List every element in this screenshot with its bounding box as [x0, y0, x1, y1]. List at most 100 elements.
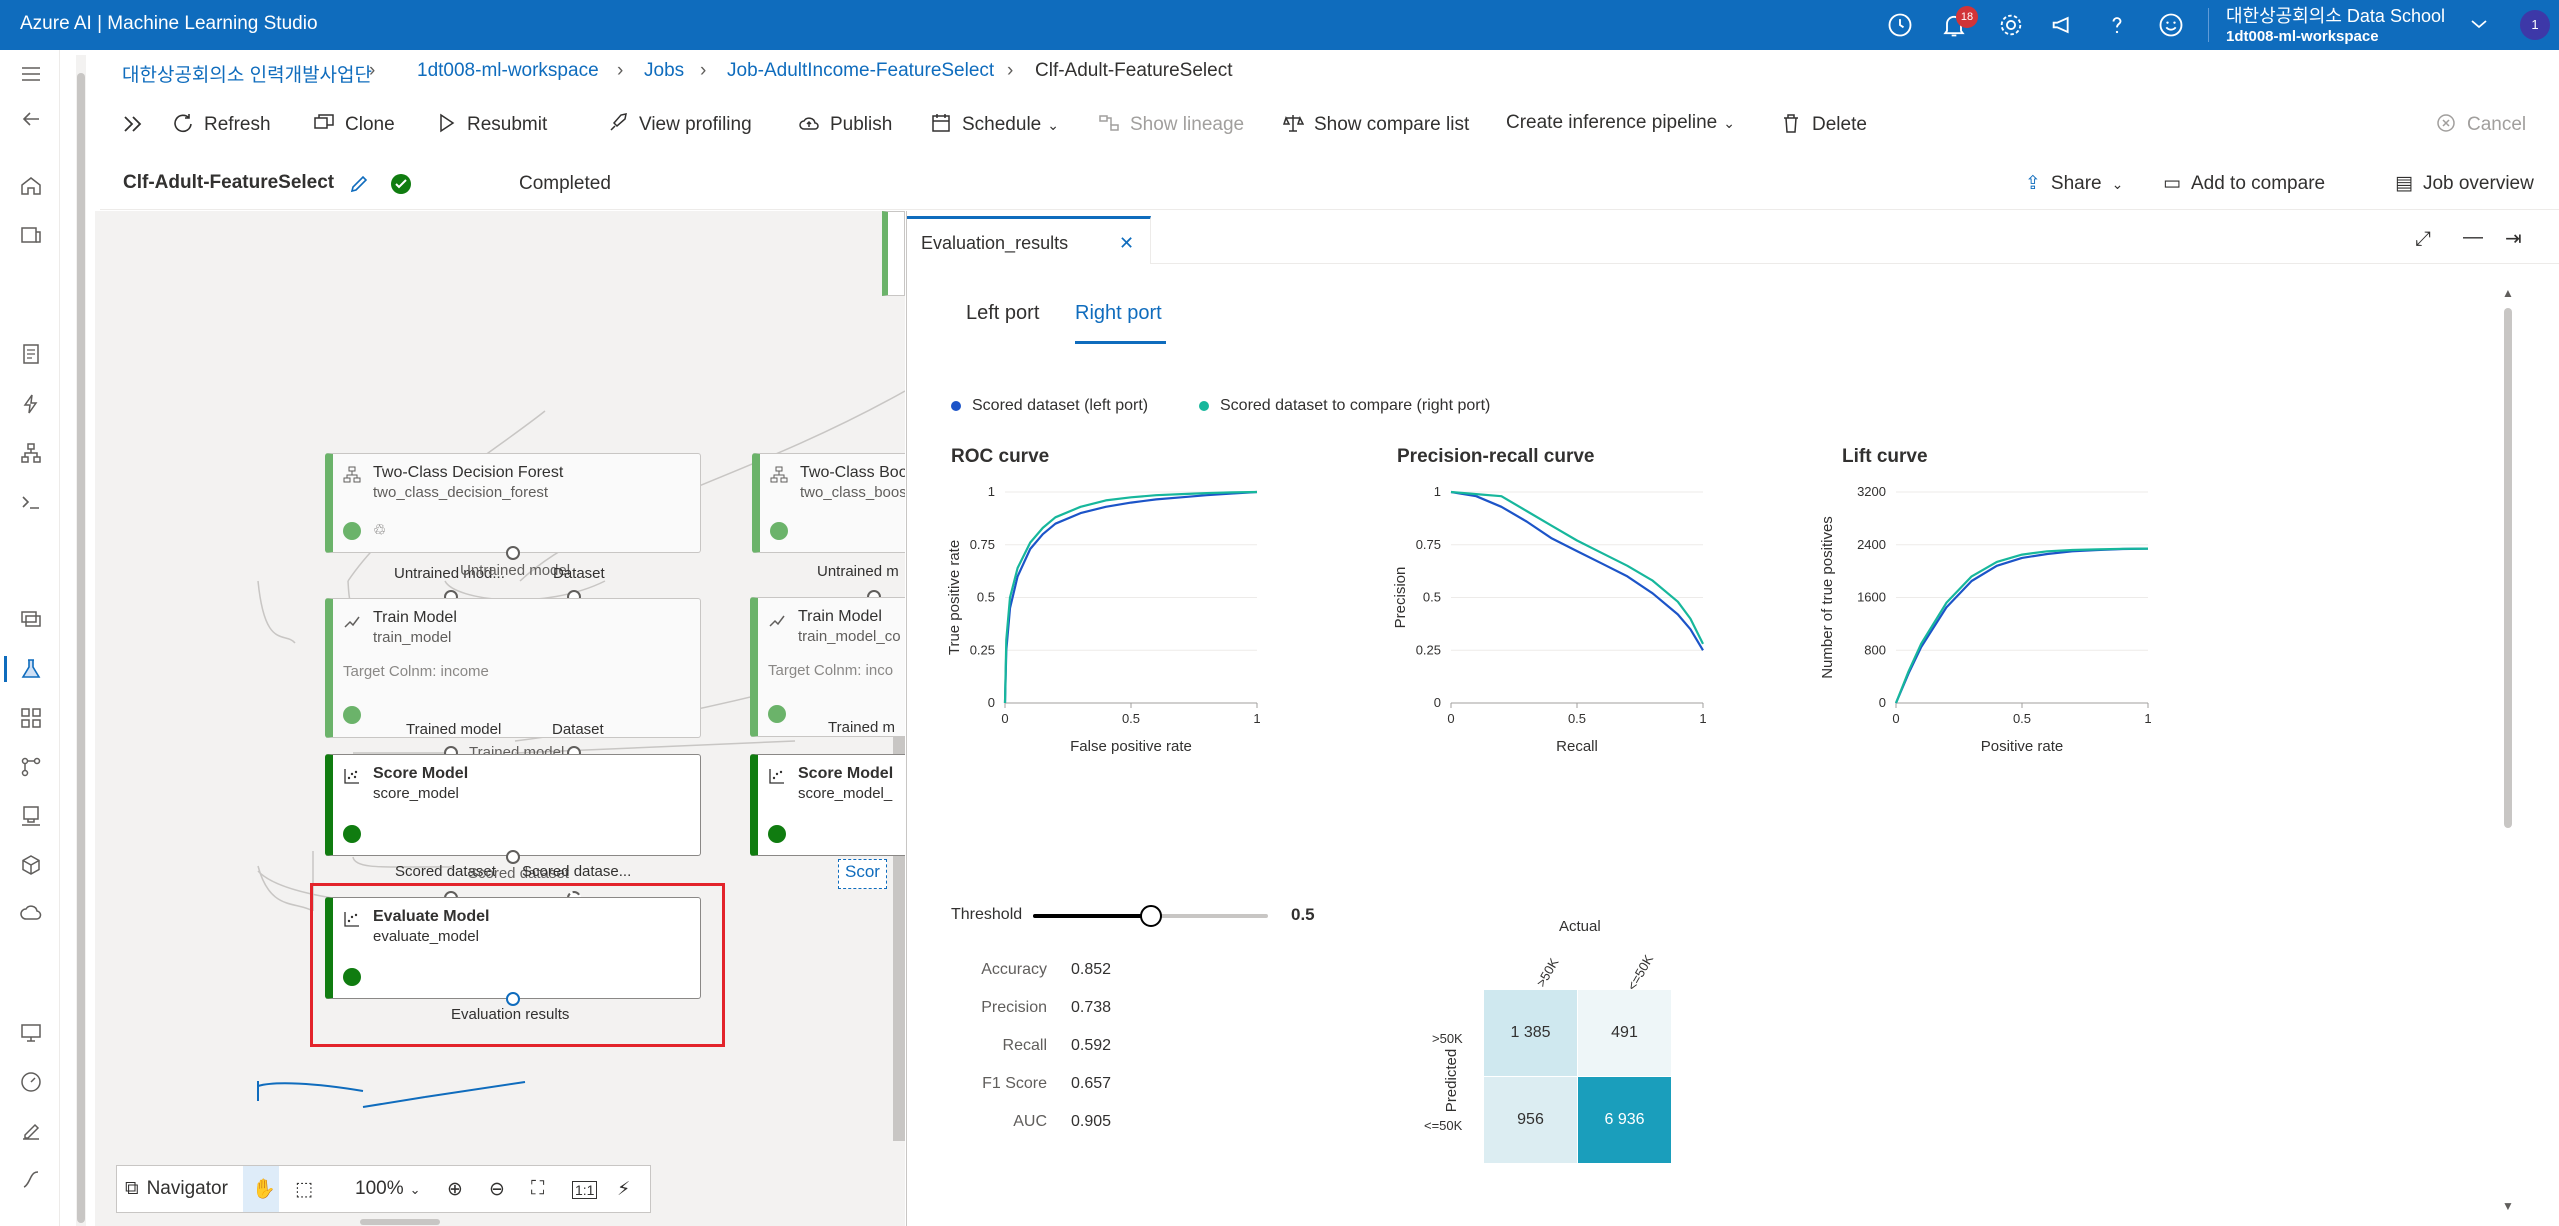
share-button[interactable]: ⇪ Share ⌄: [2025, 172, 2123, 195]
view-profiling-button[interactable]: View profiling: [607, 112, 752, 136]
pan-hand-button[interactable]: ✋: [243, 1166, 279, 1212]
chevron-down-icon[interactable]: [2470, 17, 2488, 31]
auto-layout-button[interactable]: ⚡: [617, 1178, 630, 1201]
zoom-out-button[interactable]: ⊖: [489, 1178, 505, 1201]
output-port-selected[interactable]: [506, 992, 520, 1006]
model-catalog-icon[interactable]: [19, 223, 43, 247]
fit-to-screen-button[interactable]: ⛶: [531, 1178, 544, 1200]
cm-actual-label: Actual: [1559, 918, 1601, 935]
show-compare-list-button[interactable]: Show compare list: [1282, 112, 1469, 136]
tree-icon: [770, 466, 788, 483]
node-boosted-tree[interactable]: Two-Class Boo two_class_boos: [752, 453, 905, 553]
expand-panel-icon[interactable]: [122, 113, 144, 135]
delete-button[interactable]: Delete: [1780, 112, 1867, 136]
endpoints-icon[interactable]: [19, 902, 43, 926]
megaphone-icon[interactable]: [2049, 11, 2077, 39]
breadcrumb-workspace[interactable]: 1dt008-ml-workspace: [417, 60, 599, 81]
node-subtitle: score_model_: [798, 785, 893, 802]
show-lineage-button[interactable]: Show lineage: [1098, 112, 1244, 136]
clone-button[interactable]: Clone: [313, 112, 395, 136]
left-scrollbar[interactable]: [76, 55, 86, 1226]
scrollbar-thumb[interactable]: [77, 73, 85, 1223]
jobs-flask-icon[interactable]: [19, 657, 43, 681]
scatter-icon: [769, 769, 784, 784]
breadcrumb-separator: ›: [700, 60, 707, 81]
job-overview-button[interactable]: ▤ Job overview: [2395, 172, 2534, 195]
scroll-down-icon[interactable]: ▼: [2502, 1199, 2514, 1213]
node-score-model-compare[interactable]: Score Model score_model_: [750, 754, 905, 856]
edit-pencil-icon[interactable]: [348, 173, 370, 195]
notebooks-icon[interactable]: [19, 342, 43, 366]
compute-icon[interactable]: [19, 1021, 43, 1045]
designer-icon[interactable]: [19, 441, 43, 465]
job-overview-label: Job overview: [2422, 173, 2534, 194]
node-score-model[interactable]: Score Model score_model: [325, 754, 701, 856]
node-train-model-compare[interactable]: Train Model train_model_co Target Colnm:…: [750, 597, 905, 737]
history-icon[interactable]: [1886, 11, 1914, 39]
zoom-in-button[interactable]: ⊕: [447, 1178, 463, 1201]
refresh-button[interactable]: Refresh: [172, 112, 271, 136]
panel-scrollbar[interactable]: ▲ ▼: [2501, 286, 2515, 1216]
breadcrumb-org[interactable]: 대한상공회의소 인력개발사업단: [122, 65, 372, 86]
add-to-compare-button[interactable]: ▭ Add to compare: [2163, 172, 2325, 195]
back-arrow-icon[interactable]: [19, 107, 43, 131]
create-inference-pipeline-button[interactable]: Create inference pipeline ⌄: [1506, 112, 1735, 134]
account-workspace[interactable]: 1dt008-ml-workspace: [2226, 28, 2379, 45]
navigator-button[interactable]: ⧉ Navigator: [125, 1178, 228, 1200]
scrollbar-thumb[interactable]: [2504, 308, 2512, 828]
pipeline-canvas[interactable]: Two-Class Decision Forest two_class_deci…: [95, 211, 905, 1226]
threshold-slider-thumb[interactable]: [1139, 905, 1162, 927]
cancel-button[interactable]: Cancel: [2435, 112, 2526, 136]
models-cube-icon[interactable]: [19, 853, 43, 877]
tab-title: Evaluation_results: [921, 233, 1069, 253]
cm-cell-tp: 1 385: [1484, 990, 1577, 1076]
schedule-button[interactable]: Schedule ⌄: [930, 112, 1059, 136]
components-icon[interactable]: [19, 706, 43, 730]
job-header: Clf-Adult-FeatureSelect Completed ⇪ Share…: [100, 160, 2559, 210]
roc-chart: 0 0.25 0.5 0.75 1 0 0.5 1 False positive rate Tru…: [946, 484, 1261, 755]
hamburger-icon[interactable]: [19, 62, 43, 86]
node-decision-forest[interactable]: Two-Class Decision Forest two_class_deci…: [325, 453, 701, 553]
breadcrumb-experiment[interactable]: Job-AdultIncome-FeatureSelect: [727, 60, 995, 81]
breadcrumb-jobs[interactable]: Jobs: [644, 60, 685, 81]
data-icon[interactable]: [19, 607, 43, 631]
node-title: Two-Class Boo: [800, 464, 905, 481]
minimize-icon[interactable]: —: [2463, 226, 2483, 248]
canvas-horizontal-scroll[interactable]: [360, 1219, 440, 1225]
node-evaluate-model[interactable]: Evaluate Model evaluate_model: [325, 897, 701, 999]
prompt-flow-icon[interactable]: [19, 490, 43, 514]
monitoring-icon[interactable]: [19, 1070, 43, 1094]
account-org[interactable]: 대한상공회의소 Data School: [2226, 6, 2445, 26]
avatar[interactable]: 1: [2520, 10, 2550, 40]
select-mode-button[interactable]: ⬚: [295, 1178, 313, 1201]
canvas-vertical-scroll[interactable]: [893, 681, 905, 1141]
pipelines-icon[interactable]: [19, 755, 43, 779]
home-icon[interactable]: [19, 174, 43, 198]
tab-evaluation-results[interactable]: Evaluation_results ✕: [907, 216, 1151, 264]
environments-icon[interactable]: [19, 804, 43, 828]
cancel-label: Cancel: [2467, 114, 2527, 135]
scroll-up-icon[interactable]: ▲: [2502, 286, 2514, 300]
expand-icon[interactable]: ⤢: [2415, 228, 2431, 250]
feedback-smiley-icon[interactable]: [2157, 11, 2185, 39]
gear-icon[interactable]: [1997, 11, 2025, 39]
automl-icon[interactable]: [19, 392, 43, 416]
app-title[interactable]: Azure AI | Machine Learning Studio: [20, 13, 318, 34]
actual-size-button[interactable]: 1:1: [572, 1181, 598, 1199]
publish-button[interactable]: Publish: [798, 112, 892, 136]
threshold-slider[interactable]: [1033, 905, 1268, 927]
linked-services-icon[interactable]: [19, 1168, 43, 1192]
help-icon[interactable]: [2103, 11, 2131, 39]
tab-left-port[interactable]: Left port: [966, 302, 1040, 324]
zoom-dropdown[interactable]: 100% ⌄: [355, 1178, 421, 1200]
output-port[interactable]: [506, 850, 520, 864]
node-train-model[interactable]: Train Model train_model Target Colnm: in…: [325, 598, 701, 738]
tab-right-port[interactable]: Right port: [1075, 302, 1162, 324]
dock-panel-icon[interactable]: ⇥: [2505, 228, 2522, 250]
node-partial-top[interactable]: [882, 211, 905, 296]
resubmit-button[interactable]: Resubmit: [435, 112, 547, 136]
data-labeling-icon[interactable]: [19, 1119, 43, 1143]
close-icon[interactable]: ✕: [1119, 233, 1135, 253]
cm-cell-fn: 956: [1484, 1077, 1577, 1163]
output-port[interactable]: [506, 546, 520, 560]
